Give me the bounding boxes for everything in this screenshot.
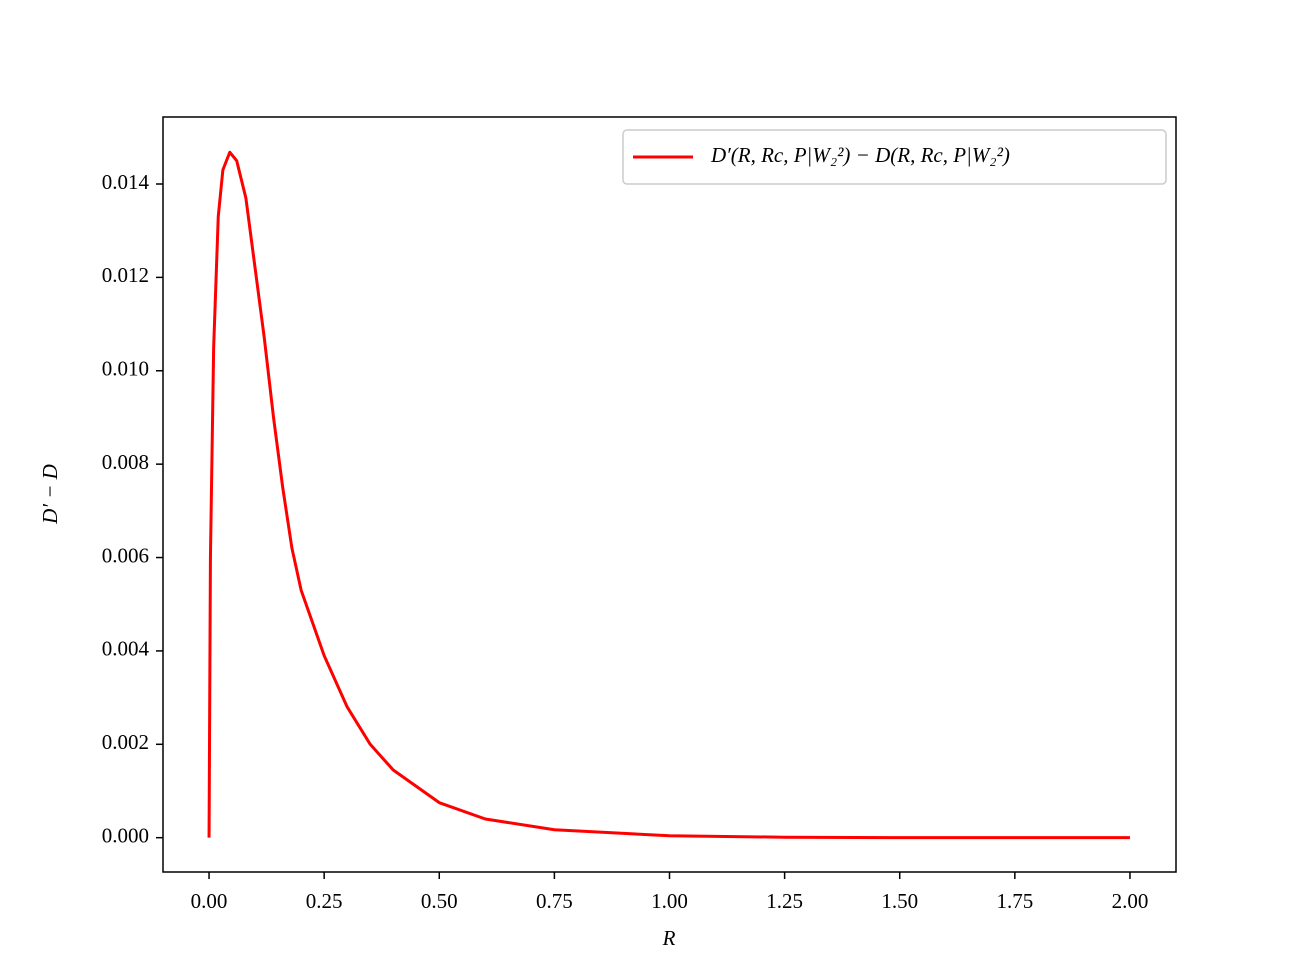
- x-tick-label: 0.75: [536, 889, 573, 913]
- x-tick-label: 0.25: [306, 889, 343, 913]
- axes-frame: [162, 116, 1177, 873]
- y-tick-label: 0.014: [102, 170, 150, 194]
- x-tick-label: 1.25: [766, 889, 803, 913]
- legend-box: [622, 129, 1167, 185]
- y-tick-label: 0.000: [102, 823, 149, 847]
- y-tick-label: 0.010: [102, 357, 149, 381]
- x-tick-label: 1.75: [996, 889, 1033, 913]
- legend-label: D′(R, Rc, P|W₂²) − D(R, Rc, P|W₂²): [710, 143, 1010, 167]
- y-tick-label: 0.008: [102, 450, 149, 474]
- x-tick-label: 0.00: [191, 889, 228, 913]
- x-axis-label: R: [662, 926, 676, 950]
- x-tick-label: 1.50: [881, 889, 918, 913]
- y-tick-label: 0.004: [102, 637, 150, 661]
- x-tick-label: 1.00: [651, 889, 688, 913]
- y-tick-label: 0.006: [102, 543, 149, 567]
- x-tick-label: 2.00: [1112, 889, 1149, 913]
- x-tick-label: 0.50: [421, 889, 458, 913]
- line-series: [207, 150, 1130, 840]
- y-tick-label: 0.002: [102, 730, 149, 754]
- y-axis-label: D′ − D: [38, 464, 62, 525]
- y-tick-label: 0.012: [102, 263, 149, 287]
